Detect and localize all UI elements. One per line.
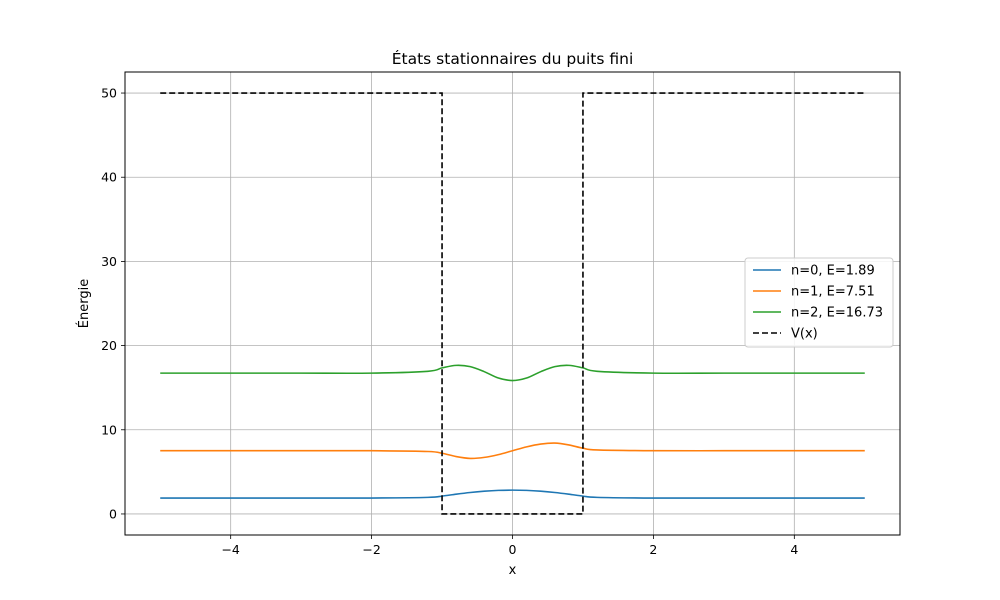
series-line-2 (160, 364, 865, 382)
y-tick-label: 30 (101, 254, 117, 269)
x-axis-ticks: −4 −2 0 2 4 (221, 535, 798, 557)
x-tick-label: −4 (221, 542, 239, 557)
series-line-0 (160, 489, 865, 499)
y-tick-label: 0 (109, 506, 117, 521)
x-axis-label: x (509, 563, 517, 578)
x-tick-label: 4 (790, 542, 798, 557)
series-line-1 (160, 442, 865, 460)
y-axis-label: Énergie (76, 279, 92, 328)
y-tick-label: 20 (101, 338, 117, 353)
y-tick-label: 50 (101, 86, 117, 101)
y-tick-label: 10 (101, 422, 117, 437)
plot-lines (160, 92, 865, 515)
y-axis-ticks: 0 10 20 30 40 50 (101, 86, 125, 521)
legend-entry: V(x) (791, 327, 818, 342)
x-tick-label: 2 (649, 542, 657, 557)
x-tick-label: −2 (362, 542, 380, 557)
chart-title: États stationnaires du puits fini (392, 49, 634, 68)
legend-entry: n=0, E=1.89 (791, 264, 875, 279)
legend-entry: n=1, E=7.51 (791, 285, 875, 300)
legend: n=0, E=1.89 n=1, E=7.51 n=2, E=16.73 V(x) (744, 257, 894, 348)
x-tick-label: 0 (509, 542, 517, 557)
legend-entry: n=2, E=16.73 (791, 306, 883, 321)
series-line-3 (160, 92, 865, 515)
y-tick-label: 40 (101, 170, 117, 185)
legend-box (744, 257, 894, 348)
